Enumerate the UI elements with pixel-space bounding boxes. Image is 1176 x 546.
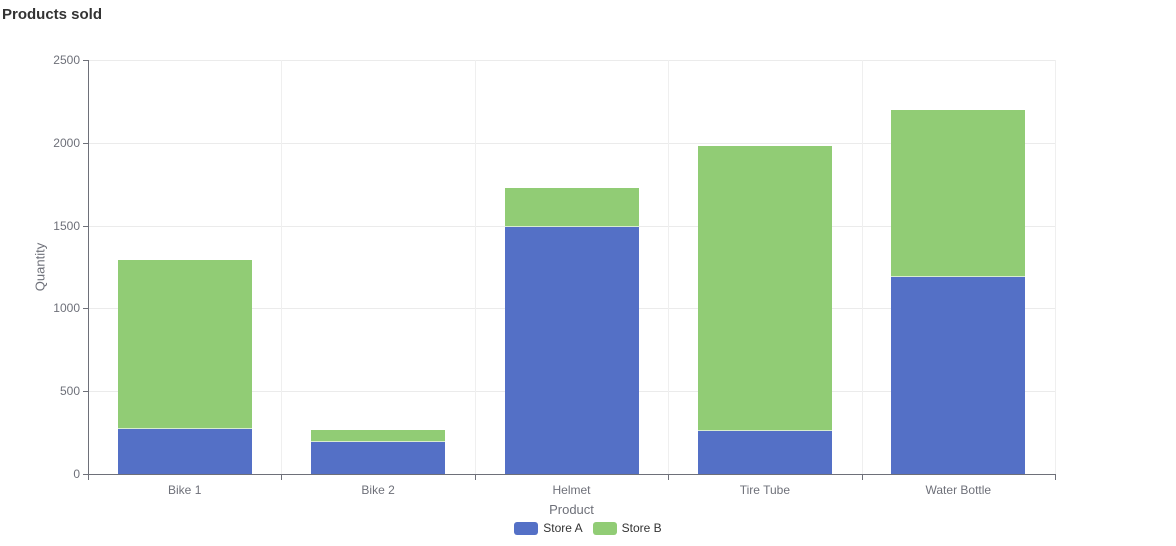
x-axis-line <box>88 474 1056 475</box>
y-tick-label: 1500 <box>53 218 80 233</box>
bar-segment-helmet-store-a[interactable] <box>504 227 639 474</box>
x-axis-tick <box>861 475 863 480</box>
bar-segment-bike-2-store-a[interactable] <box>311 441 446 474</box>
gridline-vertical <box>668 60 670 474</box>
bar-segment-water-bottle-store-b[interactable] <box>891 109 1026 277</box>
x-tick-label: Bike 2 <box>361 483 395 497</box>
x-axis-tick <box>668 475 670 480</box>
y-axis-tick <box>83 391 88 393</box>
x-axis-tick <box>88 475 89 480</box>
x-tick-label: Helmet <box>552 483 591 497</box>
y-axis-tick <box>83 225 88 227</box>
legend: Store A Store B <box>0 521 1176 535</box>
gridline-vertical <box>1055 60 1056 474</box>
legend-label: Store A <box>543 521 583 535</box>
y-axis-line <box>88 60 89 475</box>
gridline-horizontal <box>88 60 1055 61</box>
bar-segment-water-bottle-store-a[interactable] <box>891 276 1026 474</box>
legend-item-store-a[interactable]: Store A <box>514 521 583 535</box>
x-axis-tick <box>281 475 283 480</box>
gridline-horizontal <box>88 142 1055 144</box>
bar-segment-tire-tube-store-a[interactable] <box>697 430 832 474</box>
x-axis-title: Product <box>549 502 594 517</box>
legend-item-store-b[interactable]: Store B <box>592 521 662 535</box>
x-tick-label: Water Bottle <box>925 483 992 497</box>
legend-swatch-icon <box>592 521 617 535</box>
y-tick-label: 500 <box>59 384 80 399</box>
bar-segment-bike-2-store-b[interactable] <box>311 430 446 442</box>
y-tick-label: 2000 <box>53 135 80 150</box>
y-tick-label: 2500 <box>53 53 80 67</box>
y-axis-tick <box>83 474 88 475</box>
bar-segment-helmet-store-b[interactable] <box>504 188 639 228</box>
bar-segment-bike-1-store-a[interactable] <box>117 429 252 474</box>
gridline-vertical <box>474 60 476 474</box>
x-tick-label: Tire Tube <box>739 483 790 497</box>
y-axis-tick <box>83 142 88 144</box>
y-axis-tick <box>83 308 88 310</box>
y-tick-label: 1000 <box>53 301 80 316</box>
y-axis-tick <box>83 60 88 61</box>
legend-swatch-icon <box>514 521 539 535</box>
x-tick-label: Bike 1 <box>168 483 202 497</box>
y-tick-label: 0 <box>73 467 80 481</box>
gridline-vertical <box>861 60 863 474</box>
bar-segment-bike-1-store-b[interactable] <box>117 260 252 430</box>
bar-segment-tire-tube-store-b[interactable] <box>697 146 832 431</box>
legend-label: Store B <box>621 521 662 535</box>
chart-title: Products sold <box>2 6 103 23</box>
x-axis-tick <box>474 475 476 480</box>
gridline-vertical <box>281 60 283 474</box>
y-axis-title: Quantity <box>32 242 48 292</box>
x-axis-tick <box>1055 475 1056 480</box>
